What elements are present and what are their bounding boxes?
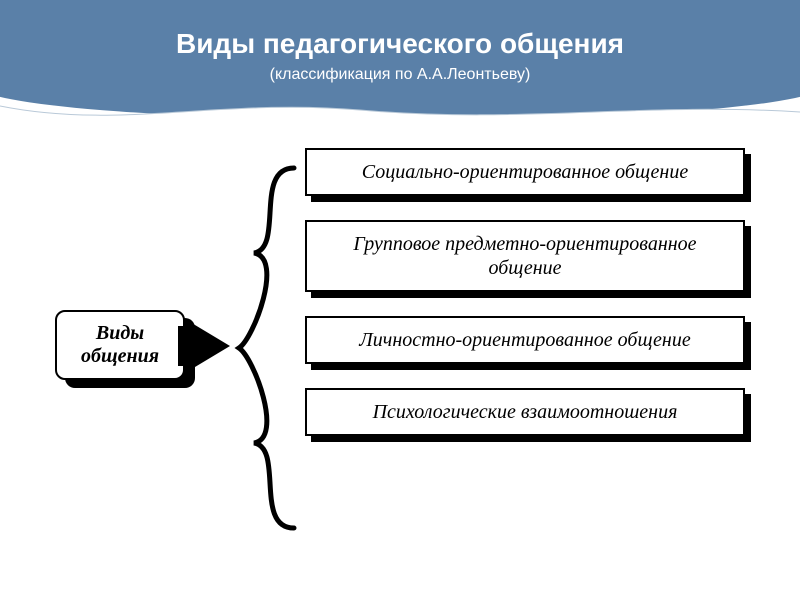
- item-label: Социально-ориентированное общение: [362, 161, 688, 183]
- arrow-icon: [190, 322, 230, 370]
- item-label: Психологические взаимоотношения: [373, 401, 678, 423]
- item-box: Социально-ориентированное общение: [305, 148, 745, 196]
- slide-subtitle: (классификация по А.А.Леонтьеву): [0, 66, 800, 84]
- slide-header: Виды педагогического общения (классифика…: [0, 0, 800, 130]
- item-node: Психологические взаимоотношения: [305, 388, 745, 436]
- item-node: Социально-ориентированное общение: [305, 148, 745, 196]
- item-box: Групповое предметно-ориентированное обще…: [305, 220, 745, 292]
- item-box: Психологические взаимоотношения: [305, 388, 745, 436]
- root-node: Видыобщения: [55, 310, 185, 380]
- brace-icon: [234, 158, 304, 538]
- diagram-area: Видыобщения Социально-ориентированное об…: [0, 140, 800, 580]
- root-label: Видыобщения: [81, 322, 159, 368]
- root-box: Видыобщения: [55, 310, 185, 380]
- slide-title: Виды педагогического общения: [0, 28, 800, 60]
- item-box: Личностно-ориентированное общение: [305, 316, 745, 364]
- item-node: Групповое предметно-ориентированное обще…: [305, 220, 745, 292]
- item-label: Личностно-ориентированное общение: [359, 329, 690, 351]
- item-label: Групповое предметно-ориентированное обще…: [353, 233, 696, 279]
- header-wave: [0, 96, 800, 130]
- items-column: Социально-ориентированное общение Группо…: [305, 148, 745, 460]
- item-node: Личностно-ориентированное общение: [305, 316, 745, 364]
